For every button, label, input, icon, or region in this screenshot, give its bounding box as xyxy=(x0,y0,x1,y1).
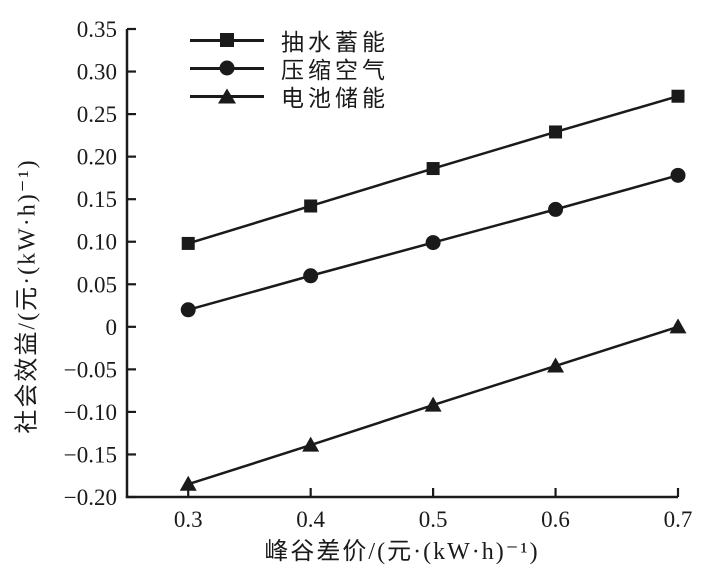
marker-compressed-air-4 xyxy=(670,167,686,183)
marker-battery-storage-2 xyxy=(424,396,442,412)
y-tick-label: −0.10 xyxy=(64,400,117,425)
marker-pumped-storage-1 xyxy=(304,199,318,213)
marker-compressed-air-1 xyxy=(303,268,319,284)
legend-item-compressed-air: 压缩空气 xyxy=(190,54,389,83)
y-tick-label: 0.15 xyxy=(77,187,117,212)
y-tick-label: −0.20 xyxy=(64,485,117,510)
x-tick-label: 0.4 xyxy=(296,507,325,532)
marker-battery-storage-3 xyxy=(547,357,565,373)
marker-battery-storage-4 xyxy=(669,318,687,334)
y-tick-label: 0.10 xyxy=(77,230,117,255)
marker-compressed-air-3 xyxy=(548,201,564,217)
legend-label: 抽水蓄能 xyxy=(281,30,389,55)
y-tick-label: 0 xyxy=(106,315,118,340)
x-axis-title: 峰谷差价/(元·(kW·h)⁻¹) xyxy=(264,539,540,565)
x-tick-label: 0.7 xyxy=(664,507,693,532)
square-icon xyxy=(220,33,234,47)
y-axis-title: 社会效益/(元·(kW·h)⁻¹) xyxy=(14,158,41,434)
y-tick-label: 0.30 xyxy=(77,60,117,85)
marker-compressed-air-0 xyxy=(180,302,196,318)
circle-icon xyxy=(219,60,235,76)
legend-item-pumped-storage: 抽水蓄能 xyxy=(190,26,389,55)
marker-battery-storage-0 xyxy=(179,475,197,491)
marker-pumped-storage-2 xyxy=(426,162,440,176)
legend-label: 电池储能 xyxy=(281,86,389,111)
legend-circle-marker-icon xyxy=(190,60,264,76)
triangle-icon xyxy=(218,88,236,104)
y-tick-label: 0.05 xyxy=(77,272,117,297)
y-tick-label: 0.25 xyxy=(77,102,117,127)
x-tick-label: 0.3 xyxy=(174,507,203,532)
marker-pumped-storage-3 xyxy=(549,125,563,139)
legend-triangle-marker-icon xyxy=(190,88,264,104)
y-tick-label: 0.20 xyxy=(77,145,117,170)
legend-item-battery-storage: 电池储能 xyxy=(190,82,389,111)
y-tick-label: −0.05 xyxy=(64,357,117,382)
marker-battery-storage-1 xyxy=(302,436,320,452)
legend-square-marker-icon xyxy=(190,33,264,47)
marker-compressed-air-2 xyxy=(425,235,441,251)
y-tick-label: −0.15 xyxy=(64,442,117,467)
y-tick-label: 0.35 xyxy=(77,17,117,42)
x-tick-label: 0.5 xyxy=(419,507,448,532)
marker-pumped-storage-4 xyxy=(671,89,685,103)
legend: 抽水蓄能压缩空气电池储能 xyxy=(190,26,389,111)
x-tick-label: 0.6 xyxy=(541,507,570,532)
legend-label: 压缩空气 xyxy=(281,58,389,83)
marker-pumped-storage-0 xyxy=(181,236,195,250)
